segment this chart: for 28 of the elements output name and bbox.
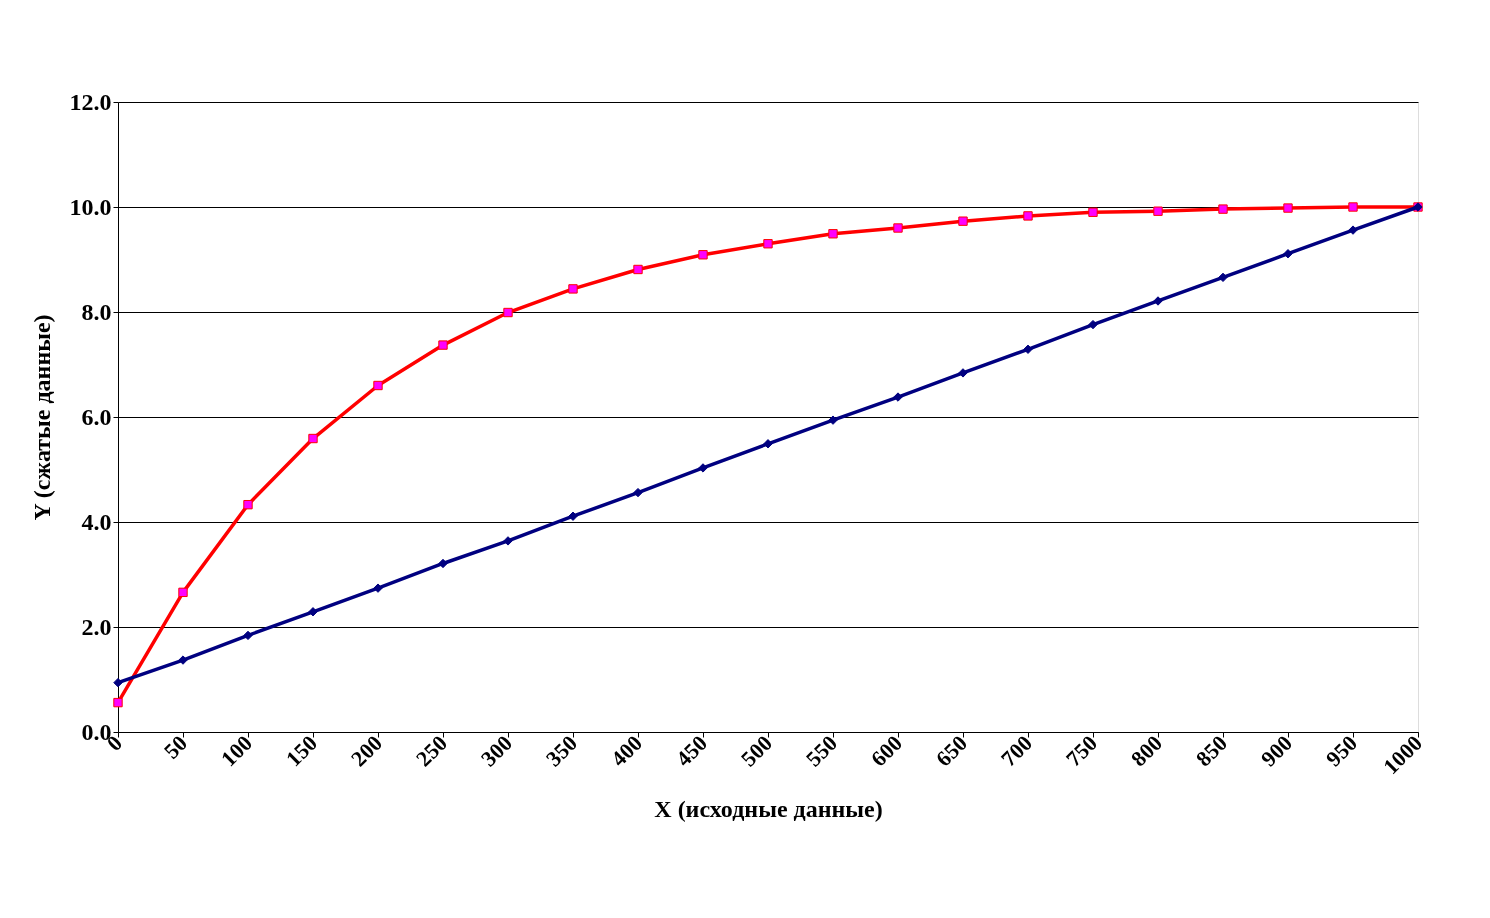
x-tick-label: 450 <box>670 730 712 772</box>
y-tick-label: 6.0 <box>81 403 112 430</box>
x-tick-label: 500 <box>735 730 777 772</box>
x-tick-label: 650 <box>930 730 972 772</box>
x-tick-label: 850 <box>1190 730 1232 772</box>
x-tick-label: 750 <box>1060 730 1102 772</box>
y-tick-label: 10.0 <box>69 193 112 220</box>
x-tick-label: 1000 <box>1378 730 1427 780</box>
x-tick-label: 50 <box>158 730 192 764</box>
x-tick-label: 800 <box>1125 730 1167 772</box>
y-axis-title: Y (сжатые данные) <box>28 314 55 521</box>
x-tick-label: 950 <box>1320 730 1362 772</box>
x-tick-label: 200 <box>345 730 387 772</box>
y-tick-label: 4.0 <box>81 508 112 535</box>
x-tick-label: 300 <box>475 730 517 772</box>
x-tick-label: 250 <box>410 730 452 772</box>
x-tick-label: 550 <box>800 730 842 772</box>
x-tick-label: 350 <box>540 730 582 772</box>
x-tick-label: 150 <box>280 730 322 772</box>
x-axis-title: X (исходные данные) <box>654 796 883 823</box>
x-tick-label: 600 <box>865 730 907 772</box>
y-tick-label: 8.0 <box>81 298 112 325</box>
y-tick-label: 2.0 <box>81 613 112 640</box>
x-tick-label: 900 <box>1255 730 1297 772</box>
x-tick-label: 100 <box>215 730 257 772</box>
x-tick-label: 700 <box>995 730 1037 772</box>
y-tick-label: 12.0 <box>69 88 112 115</box>
x-tick-label: 400 <box>605 730 647 772</box>
